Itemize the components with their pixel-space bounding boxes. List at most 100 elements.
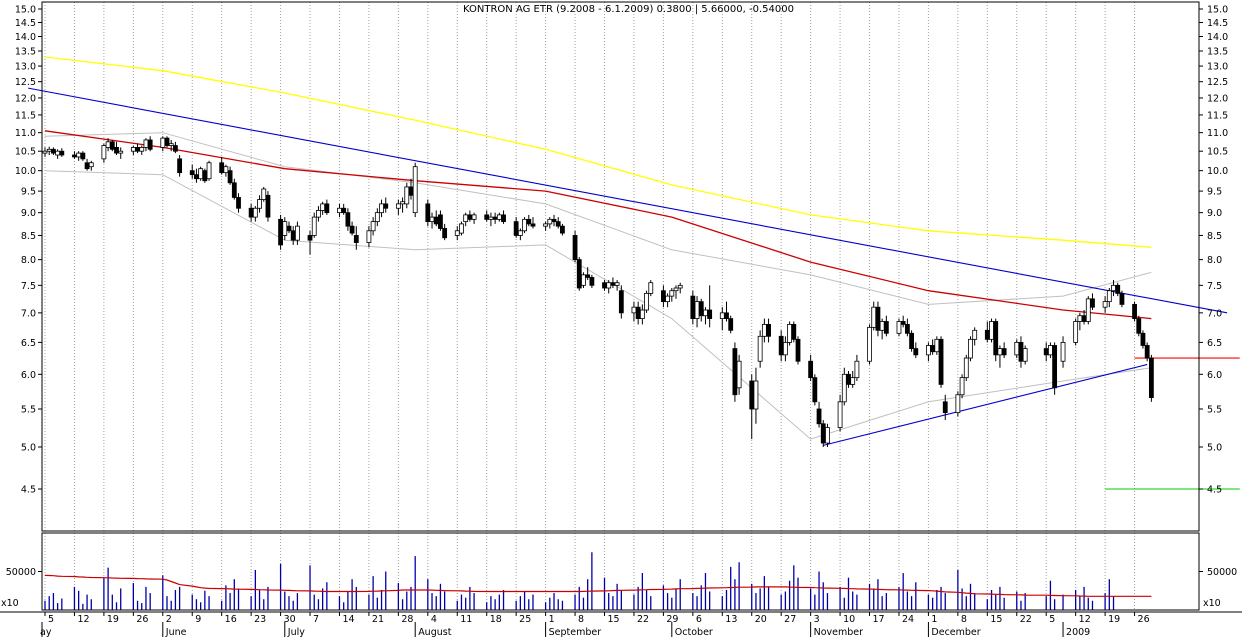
y-tick-label: 5.5 (21, 404, 36, 415)
candle-up (496, 214, 502, 220)
candle-up (644, 292, 649, 311)
y-tick-label: 6.5 (1207, 338, 1222, 349)
candle-down (690, 295, 696, 319)
y-tick-label: 13.5 (15, 47, 36, 58)
day-label: 5 (1049, 614, 1055, 625)
y-tick-label: 12.5 (1207, 77, 1228, 88)
candle-up (404, 186, 410, 205)
candle-down (635, 306, 641, 319)
candle-down (72, 154, 77, 158)
candle-down (808, 360, 814, 379)
candle-up (703, 309, 708, 317)
y-tick-label: 11.5 (15, 110, 36, 121)
candle-down (526, 218, 532, 225)
candle-up (825, 427, 830, 444)
moving-averages (44, 56, 1152, 320)
y-tick-label: 14.5 (15, 18, 36, 29)
candle-down (194, 174, 199, 180)
candle-up (850, 377, 856, 385)
candle-up (665, 295, 671, 303)
candle-up (522, 218, 527, 232)
candle-up (42, 150, 48, 154)
month-label: December (931, 627, 980, 637)
candle-up (669, 290, 675, 297)
day-label: 1 (549, 614, 555, 625)
candle-up (488, 216, 494, 220)
candle-down (84, 162, 90, 170)
candle-down (1132, 303, 1137, 319)
day-label: 24 (902, 614, 914, 625)
candle-down (341, 207, 347, 214)
candle-up (1073, 321, 1079, 343)
candle-up (282, 221, 288, 236)
candle-down (930, 345, 936, 353)
candle-down (286, 225, 292, 232)
moving-average-red (44, 130, 1152, 320)
candle-down (585, 274, 591, 278)
day-label: 12 (1079, 614, 1091, 625)
y-tick-label: 5.0 (21, 442, 36, 453)
candle-down (984, 329, 990, 340)
candle-down (618, 290, 624, 314)
month-label: 2009 (1066, 627, 1090, 637)
day-label: 25 (519, 614, 531, 625)
candle-down (560, 225, 565, 234)
candle-down (791, 324, 797, 340)
candle-down (109, 141, 115, 150)
day-label: 26 (136, 614, 148, 625)
candle-up (374, 212, 380, 223)
candle-down (1148, 357, 1154, 398)
candle-up (1102, 301, 1108, 308)
volume-unit-label: x10 (1, 598, 19, 609)
y-tick-label: 8.5 (21, 231, 36, 242)
candle-down (349, 225, 355, 234)
day-label: 6 (696, 614, 702, 625)
y-tick-label: 7.0 (21, 308, 36, 319)
y-tick-label: 8.0 (1207, 255, 1222, 266)
y-tick-label: 6.0 (1207, 370, 1222, 381)
candle-down (433, 216, 439, 225)
volume-tick-label: 50000 (6, 567, 36, 578)
candle-down (442, 228, 448, 239)
candle-up (879, 321, 885, 331)
candle-down (875, 306, 881, 331)
candle-down (501, 214, 506, 223)
candle-down (173, 145, 178, 152)
month-label: ay (40, 627, 52, 637)
candle-up (1111, 284, 1116, 292)
month-label: November (814, 627, 864, 637)
candle-up (295, 225, 300, 241)
y-tick-label: 11.0 (15, 128, 36, 139)
candle-up (581, 274, 586, 286)
candle-up (198, 168, 204, 180)
day-label: 12 (77, 614, 89, 625)
day-label: 8 (961, 614, 967, 625)
month-label: August (418, 627, 452, 637)
y-tick-label: 10.5 (1207, 147, 1228, 158)
candle-down (1140, 332, 1146, 346)
candle-down (766, 324, 771, 337)
y-tick-label: 9.0 (1207, 208, 1222, 219)
candle-down (114, 147, 119, 154)
y-tick-label: 5.5 (1207, 404, 1222, 415)
candle-down (189, 170, 195, 176)
candle-down (572, 235, 578, 261)
price-panel-frame (41, 1, 1200, 532)
candle-up (871, 306, 877, 328)
candle-up (337, 207, 342, 214)
candle-up (934, 338, 940, 353)
month-label: June (165, 627, 187, 637)
candle-up (736, 360, 742, 389)
candle-up (76, 152, 82, 158)
candle-down (820, 423, 826, 444)
y-tick-label: 9.0 (21, 208, 36, 219)
candle-down (248, 207, 254, 218)
candle-down (555, 221, 561, 227)
candle-up (223, 166, 229, 174)
y-tick-label: 7.5 (21, 281, 36, 292)
candle-down (177, 158, 183, 174)
candle-up (139, 147, 145, 152)
y-tick-label: 11.5 (1207, 110, 1228, 121)
candle-down (135, 147, 140, 152)
candle-up (673, 287, 679, 292)
